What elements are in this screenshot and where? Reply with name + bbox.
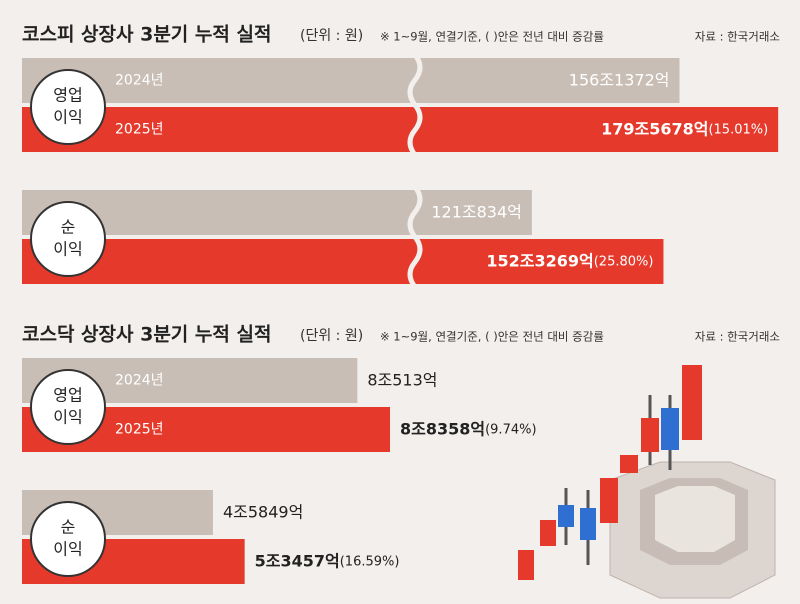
note: ※ 1~9월, 연결기준, ( )안은 전년 대비 증감률 — [380, 330, 604, 344]
change-text: (9.74%) — [485, 422, 536, 437]
category-label: 순 — [61, 218, 76, 237]
axis-break — [407, 53, 423, 157]
value-text: 4조5849억 — [223, 502, 303, 521]
category-label: 영업 — [53, 86, 82, 105]
category-label: 이익 — [53, 108, 82, 127]
category-badge — [30, 501, 106, 577]
value-label: 121조834억 — [431, 202, 522, 221]
value-text: 121조834억 — [431, 202, 522, 221]
legend-label: 2024년 — [115, 373, 164, 389]
value-text: 152조3269억 — [486, 251, 593, 270]
bar — [22, 107, 779, 152]
legend-label: 2024년 — [115, 73, 164, 89]
category-label: 이익 — [53, 540, 82, 559]
change-text: (16.59%) — [340, 554, 400, 569]
category-label: 이익 — [53, 408, 82, 427]
category-label: 이익 — [53, 240, 82, 259]
bar — [22, 58, 680, 103]
value-label: 179조5678억(15.01%) — [601, 119, 768, 138]
value-text: 156조1372억 — [569, 70, 670, 89]
value-label: 5조3457억(16.59%) — [255, 551, 400, 570]
category-badge — [30, 69, 106, 145]
value-text: 8조8358억 — [400, 419, 485, 438]
source: 자료 : 한국거래소 — [695, 330, 780, 344]
value-text: 5조3457억 — [255, 551, 340, 570]
value-label: 156조1372억 — [569, 70, 670, 89]
decoration — [518, 365, 776, 599]
bar — [22, 239, 664, 284]
value-text: 8조513억 — [367, 370, 437, 389]
value-label: 152조3269억(25.80%) — [486, 251, 653, 270]
category-badge — [30, 369, 106, 445]
value-label: 8조513억 — [367, 370, 437, 389]
chart-title: 코스닥 상장사 3분기 누적 실적 — [22, 324, 271, 346]
axis-break — [407, 185, 423, 289]
value-text: 179조5678억 — [601, 119, 708, 138]
unit: (단위 : 원) — [300, 28, 363, 44]
bar — [22, 190, 532, 235]
legend-label: 2025년 — [115, 122, 164, 138]
value-label: 4조5849억 — [223, 502, 303, 521]
chart-title: 코스피 상장사 3분기 누적 실적 — [22, 24, 271, 46]
legend-label: 2025년 — [115, 422, 164, 438]
category-label: 영업 — [53, 386, 82, 405]
note: ※ 1~9월, 연결기준, ( )안은 전년 대비 증감률 — [380, 30, 604, 44]
unit: (단위 : 원) — [300, 328, 363, 344]
value-label: 8조8358억(9.74%) — [400, 419, 537, 438]
category-badge — [30, 201, 106, 277]
source: 자료 : 한국거래소 — [695, 30, 780, 44]
change-text: (25.80%) — [594, 254, 654, 269]
category-label: 순 — [61, 518, 76, 537]
change-text: (15.01%) — [708, 122, 768, 137]
